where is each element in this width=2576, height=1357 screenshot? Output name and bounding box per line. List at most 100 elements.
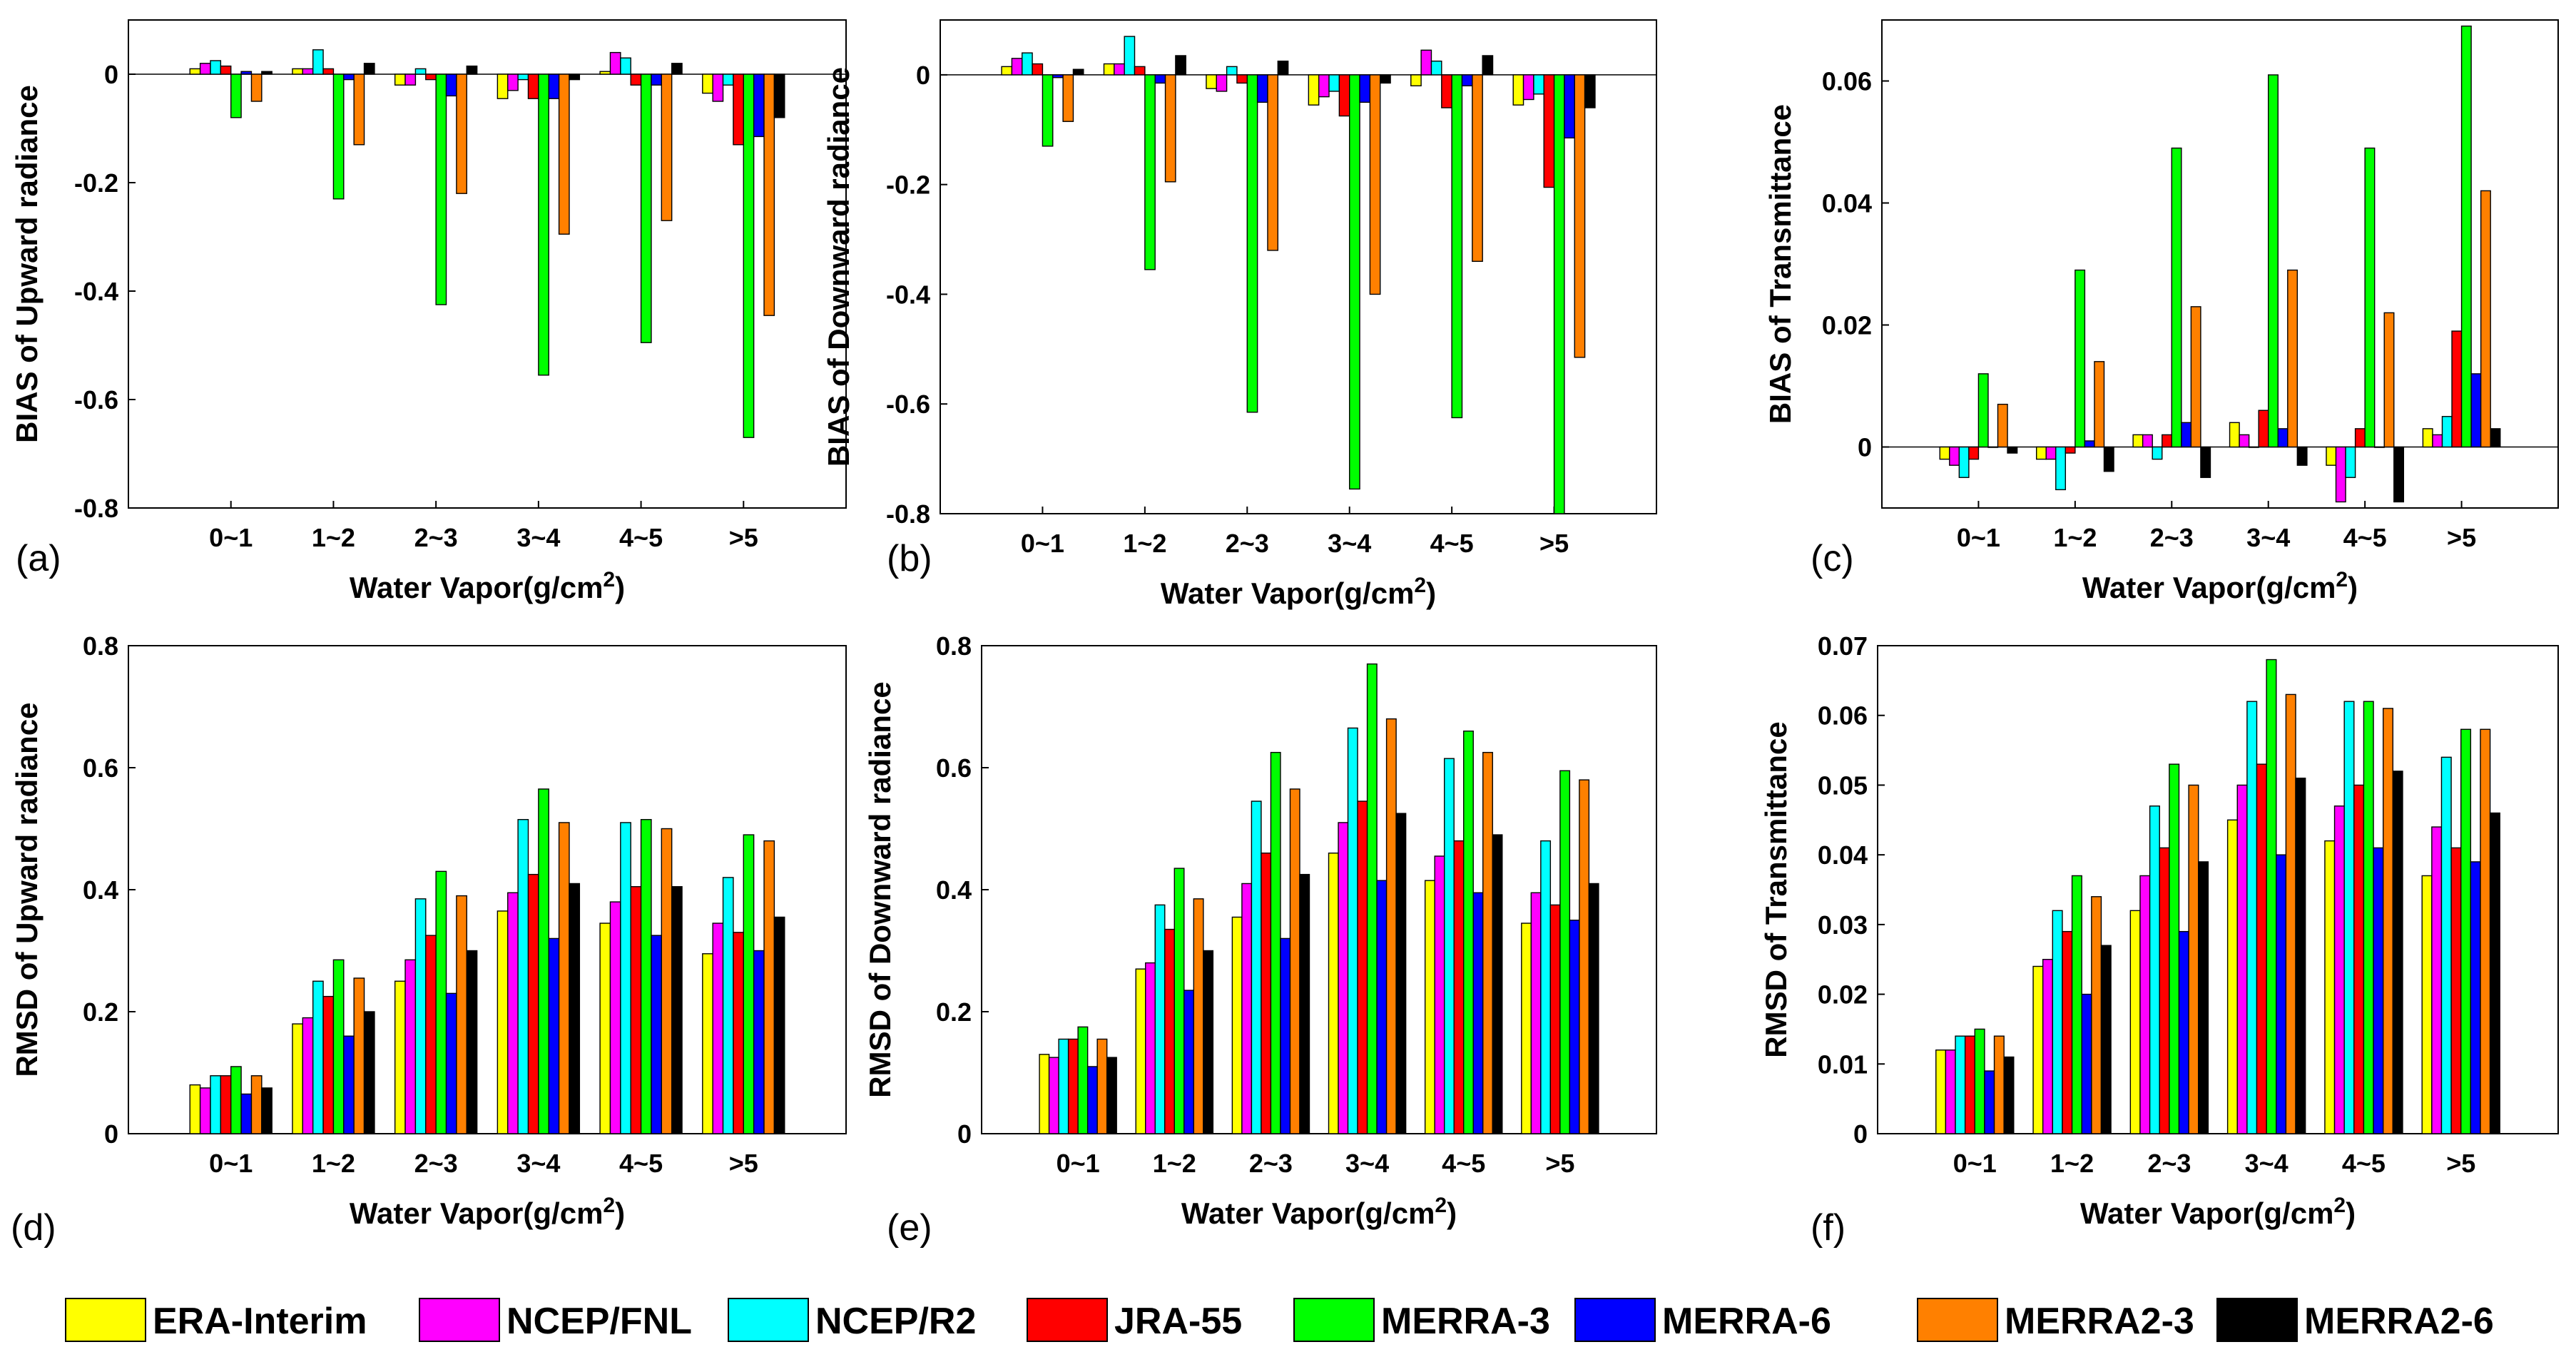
bar-ncep-fnl-5 bbox=[2333, 805, 2345, 1134]
legend-label: NCEP/R2 bbox=[815, 1301, 976, 1342]
bar-merra-3-5 bbox=[1463, 730, 1474, 1134]
bar-ncep-r2-4 bbox=[1347, 727, 1358, 1134]
bar-ncep-fnl-5 bbox=[1434, 855, 1445, 1134]
panel-letter: (f) bbox=[1811, 1207, 1846, 1249]
bar-ncep-r2-5 bbox=[2345, 446, 2356, 478]
bar-era-interim-2 bbox=[2035, 446, 2047, 460]
bar-merra-6-3 bbox=[1280, 937, 1291, 1134]
legend-label: MERRA2-6 bbox=[2304, 1301, 2494, 1342]
y-tick-label: 0 bbox=[916, 61, 930, 90]
bar-ncep-fnl-6 bbox=[1530, 892, 1542, 1134]
y-tick-label: 0.4 bbox=[83, 875, 118, 905]
legend-item: MERRA2-6 bbox=[2216, 1298, 2494, 1342]
bar-merra-6-1 bbox=[1984, 1070, 1995, 1134]
bar-merra-6-5 bbox=[651, 73, 663, 86]
bar-era-interim-1 bbox=[1001, 66, 1013, 76]
x-axis-label-sup: 2 bbox=[603, 1194, 615, 1217]
bar-merra2-6-6 bbox=[773, 73, 785, 118]
legend-item: MERRA-3 bbox=[1293, 1298, 1550, 1342]
y-tick-label: 0.04 bbox=[1822, 189, 1872, 218]
bar-merra-3-1 bbox=[230, 73, 242, 118]
bar-ncep-fnl-5 bbox=[609, 51, 621, 75]
bar-ncep-fnl-3 bbox=[2142, 434, 2153, 448]
bar-merra-3-3 bbox=[435, 73, 447, 305]
x-axis-label-main: Water Vapor(g/cm bbox=[2080, 1196, 2334, 1230]
chart-panel-1: -0.8 -0.6 -0.4 -0.2 0 0~1 1~2 2~3 3~4 4~5 >5 BIAS o… bbox=[10, 19, 847, 604]
bar-ncep-fnl-3 bbox=[1216, 74, 1228, 92]
bar-merra-3-3 bbox=[2171, 147, 2182, 448]
bar-merra2-3-5 bbox=[2383, 312, 2395, 448]
x-axis-label-sup: 2 bbox=[1435, 1194, 1447, 1217]
chart-panel-2: -0.8 -0.6 -0.4 -0.2 0 0~1 1~2 2~3 3~4 4~5 >5 BIAS o… bbox=[822, 19, 1657, 610]
bar-ncep-r2-2 bbox=[2052, 910, 2063, 1134]
y-tick-label: 0 bbox=[957, 1119, 972, 1149]
bar-merra2-3-1 bbox=[1096, 1038, 1108, 1134]
bar-merra2-6-4 bbox=[569, 73, 581, 81]
bar-ncep-fnl-1 bbox=[1949, 446, 1960, 466]
bar-merra-3-5 bbox=[2364, 147, 2376, 448]
bar-merra2-6-4 bbox=[2295, 777, 2306, 1134]
bar-merra2-3-3 bbox=[456, 895, 467, 1134]
x-axis-label: Water Vapor(g/cm2) bbox=[350, 568, 625, 604]
bar-merra2-6-3 bbox=[2198, 861, 2209, 1134]
bar-merra2-6-6 bbox=[1584, 74, 1596, 108]
bar-merra2-3-2 bbox=[353, 73, 365, 146]
bar-jra-55-3 bbox=[425, 73, 437, 81]
bar-merra2-3-2 bbox=[1193, 898, 1204, 1134]
panel-letter: (d) bbox=[11, 1207, 56, 1249]
bar-merra-6-4 bbox=[548, 937, 560, 1134]
bar-era-interim-4 bbox=[2226, 819, 2238, 1134]
bar-merra2-6-4 bbox=[1395, 813, 1407, 1134]
x-tick-label: >5 bbox=[2446, 1149, 2475, 1178]
bar-jra-55-3 bbox=[2162, 434, 2172, 448]
bar-merra-3-3 bbox=[1246, 74, 1258, 413]
x-tick-label: 2~3 bbox=[414, 1149, 458, 1178]
bar-jra-55-6 bbox=[1549, 904, 1561, 1134]
bar-era-interim-3 bbox=[1206, 74, 1217, 89]
bar-merra2-6-1 bbox=[1106, 1057, 1117, 1134]
y-axis-label: RMSD of Downward radiance bbox=[863, 681, 897, 1097]
y-axis-label: BIAS of Upward radiance bbox=[10, 85, 44, 443]
bar-merra2-3-3 bbox=[1289, 788, 1300, 1134]
y-tick-label: -0.2 bbox=[886, 171, 930, 200]
bar-era-interim-3 bbox=[2129, 910, 2141, 1134]
bar-merra2-3-3 bbox=[1267, 74, 1279, 251]
bar-ncep-r2-4 bbox=[2248, 446, 2259, 448]
bar-merra-3-6 bbox=[743, 73, 755, 438]
bar-merra-3-2 bbox=[1174, 868, 1185, 1134]
chart-panel-5: 0 0.2 0.4 0.6 0.8 0~1 1~2 2~3 3~4 4~5 >5 RMSD of Do… bbox=[863, 631, 1657, 1249]
x-tick-label: 2~3 bbox=[1226, 529, 1269, 558]
legend-swatch bbox=[1574, 1298, 1656, 1342]
bar-era-interim-2 bbox=[1135, 968, 1146, 1134]
x-tick-label: 3~4 bbox=[516, 523, 560, 552]
x-tick-label: 0~1 bbox=[1957, 523, 2000, 552]
bar-merra2-6-5 bbox=[1482, 55, 1494, 76]
legend-label: MERRA-3 bbox=[1381, 1301, 1550, 1342]
bar-jra-55-4 bbox=[1338, 74, 1350, 117]
bar-era-interim-1 bbox=[189, 68, 201, 75]
x-tick-label: 0~1 bbox=[1057, 1149, 1100, 1178]
bar-merra2-3-1 bbox=[250, 73, 263, 102]
bar-merra2-3-4 bbox=[2287, 269, 2298, 448]
bar-merra-6-2 bbox=[343, 1035, 355, 1134]
legend-item: JRA-55 bbox=[1027, 1298, 1242, 1342]
bar-merra2-3-2 bbox=[2091, 896, 2102, 1134]
bar-jra-55-5 bbox=[2353, 784, 2365, 1134]
bar-era-interim-6 bbox=[2421, 875, 2433, 1134]
bar-merra2-3-5 bbox=[661, 73, 673, 221]
bar-era-interim-1 bbox=[189, 1084, 201, 1134]
x-axis-label: Water Vapor(g/cm2) bbox=[350, 1194, 625, 1230]
y-tick-label: 0.4 bbox=[936, 875, 972, 905]
bar-era-interim-2 bbox=[292, 1023, 304, 1134]
bar-merra2-6-5 bbox=[1492, 834, 1503, 1134]
y-tick-label: 0.05 bbox=[1818, 771, 1868, 800]
bar-merra-6-2 bbox=[1183, 990, 1195, 1134]
x-tick-label: 1~2 bbox=[312, 523, 355, 552]
bar-jra-55-4 bbox=[2256, 763, 2267, 1134]
bar-ncep-r2-2 bbox=[2055, 446, 2067, 491]
y-tick-label: -0.6 bbox=[74, 385, 118, 415]
bar-ncep-r2-1 bbox=[210, 1075, 222, 1134]
x-tick-label: 2~3 bbox=[414, 523, 458, 552]
x-tick-label: 4~5 bbox=[2343, 523, 2387, 552]
bar-merra2-3-6 bbox=[1574, 74, 1586, 358]
